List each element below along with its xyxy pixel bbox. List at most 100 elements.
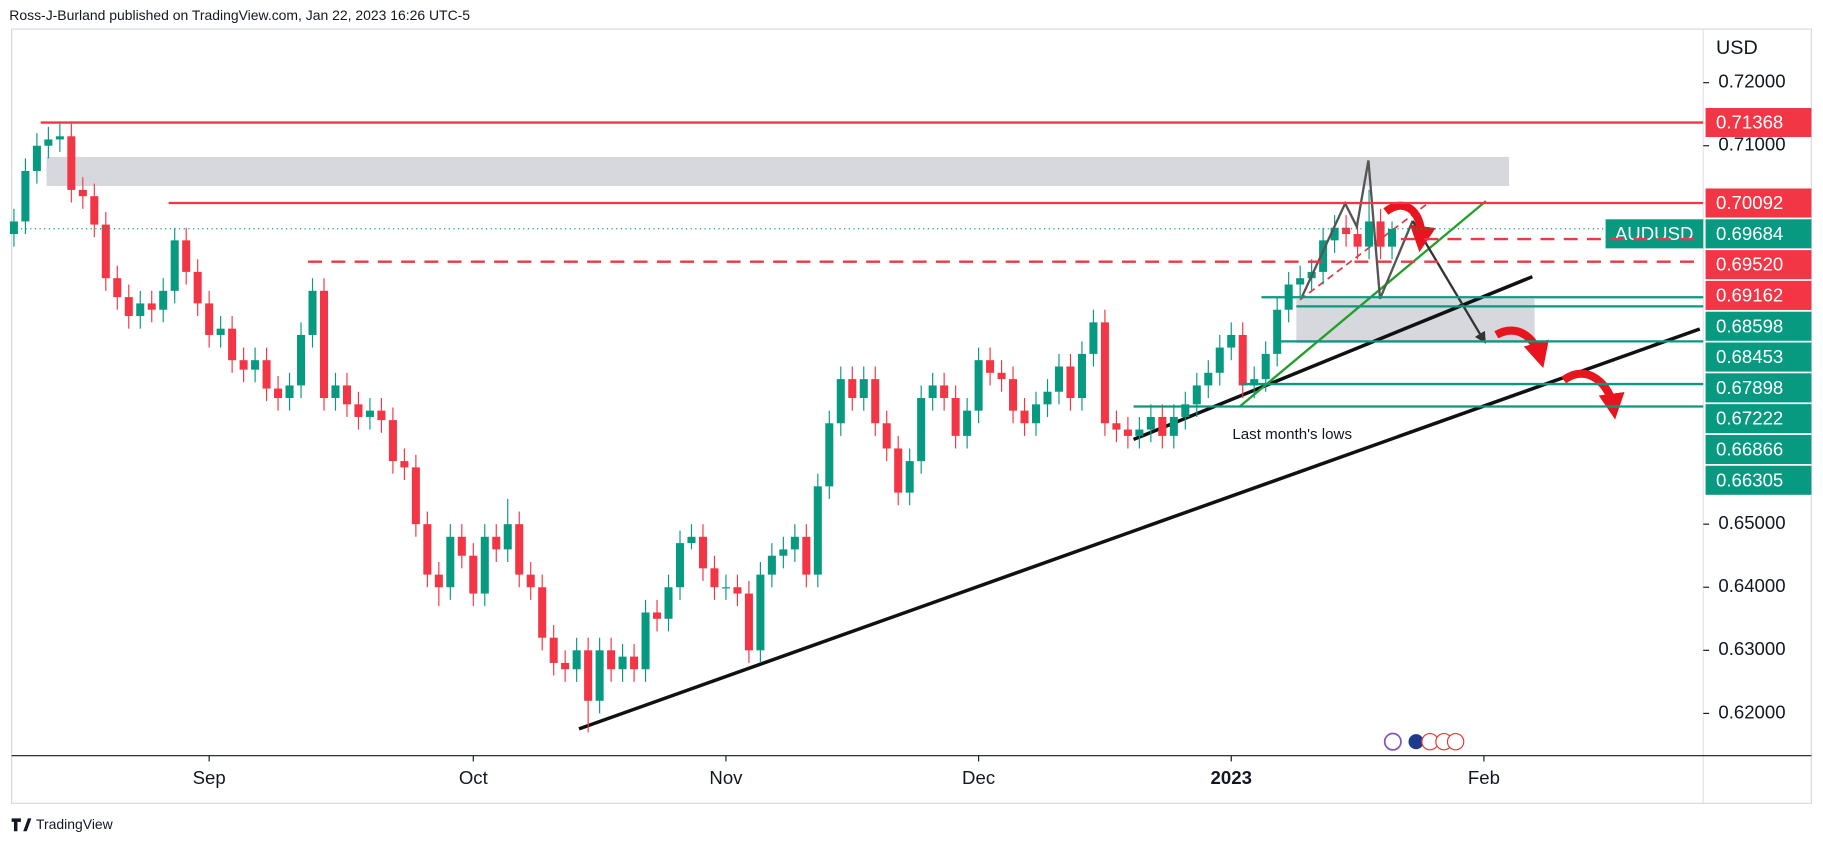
- candle-body: [859, 379, 868, 399]
- candle-body: [894, 448, 903, 493]
- candle-body: [1227, 334, 1236, 348]
- candle-body: [354, 404, 363, 417]
- candle-body: [675, 543, 685, 588]
- price-label: 0.67222: [1716, 408, 1783, 429]
- candle-body: [905, 461, 914, 493]
- red-arrow: [1494, 326, 1549, 369]
- candle-body: [733, 587, 742, 594]
- candle-body: [1261, 353, 1270, 380]
- candle-body: [1192, 385, 1201, 405]
- candle-body: [90, 196, 99, 225]
- y-tick-label: 0.65000: [1718, 512, 1785, 533]
- candle-body: [182, 240, 191, 272]
- price-label-box: [1705, 404, 1812, 434]
- candle-body: [159, 290, 168, 310]
- candle-body: [1388, 229, 1397, 247]
- price-label-box: [1705, 434, 1812, 465]
- candle-body: [193, 271, 202, 304]
- candle-body: [1146, 416, 1155, 430]
- candle-body: [928, 385, 937, 399]
- candle-body: [710, 568, 719, 588]
- candle-body: [618, 656, 627, 670]
- candle-body: [1204, 372, 1213, 386]
- price-label-box: [1705, 188, 1812, 218]
- price-label-box: [1705, 465, 1812, 495]
- candle-body: [630, 656, 639, 670]
- candle-body: [446, 536, 455, 588]
- price-label: 0.69684: [1716, 223, 1783, 244]
- candle-body: [641, 612, 650, 670]
- y-tick-label: 0.64000: [1718, 575, 1785, 596]
- price-label: 0.70092: [1716, 192, 1783, 213]
- candle-body: [1353, 234, 1362, 247]
- candle-body: [216, 328, 225, 335]
- candle-body: [1043, 391, 1052, 405]
- candle-body: [951, 398, 960, 436]
- candle-body: [687, 536, 696, 544]
- candle-body: [698, 536, 707, 569]
- candle-body: [492, 536, 501, 550]
- candle-body: [653, 612, 662, 619]
- candle-body: [480, 536, 489, 594]
- candle-body: [1123, 429, 1132, 436]
- candle-body: [67, 136, 76, 190]
- candle-body: [251, 360, 260, 370]
- currency-label: USD: [1716, 37, 1758, 59]
- candle-body: [503, 524, 512, 550]
- trendline: [1132, 275, 1534, 442]
- supply-zone: [46, 156, 1510, 187]
- candle-body: [664, 587, 673, 619]
- candle-body: [1169, 416, 1178, 436]
- x-tick-label: Nov: [709, 767, 743, 788]
- candle-body: [170, 240, 179, 291]
- candle-body: [147, 303, 156, 310]
- candle-body: [572, 650, 581, 670]
- candle-body: [526, 574, 535, 588]
- candle-body: [411, 467, 420, 525]
- candle-body: [1135, 429, 1144, 436]
- price-label-box: [1705, 373, 1812, 403]
- candle-body: [388, 420, 397, 462]
- x-tick-label: Sep: [193, 767, 226, 788]
- candle-body: [825, 423, 834, 487]
- y-tick-label: 0.71000: [1718, 134, 1785, 155]
- price-label-box: [1705, 311, 1812, 341]
- candle-body: [239, 360, 248, 370]
- candle-body: [9, 221, 18, 235]
- candle-body: [744, 593, 753, 651]
- candle-body: [607, 650, 616, 670]
- price-label: 0.69520: [1716, 254, 1783, 275]
- candle-body: [1365, 221, 1374, 247]
- candle-body: [319, 290, 329, 399]
- x-tick-label: Dec: [962, 767, 995, 788]
- x-tick-label: 2023: [1211, 767, 1252, 788]
- candle-body: [790, 536, 799, 550]
- projection-zigzag: [1301, 160, 1414, 300]
- source-label: TradingView: [36, 816, 114, 832]
- candle-body: [274, 388, 283, 399]
- candle-body: [1181, 404, 1190, 417]
- candle-body: [205, 303, 214, 335]
- candle-body: [1089, 322, 1098, 354]
- candle-body: [1158, 416, 1167, 436]
- candle-body: [756, 574, 765, 651]
- candle-body: [400, 461, 409, 468]
- candle-body: [1250, 379, 1259, 386]
- candle-body: [1273, 309, 1282, 354]
- candle-body: [365, 410, 374, 417]
- symbol-label: AUDUSD: [1615, 223, 1694, 244]
- candle-body: [561, 662, 570, 670]
- trendline: [578, 327, 1701, 731]
- candle-body: [515, 524, 524, 575]
- candle-body: [767, 555, 776, 575]
- candle-body: [538, 587, 547, 638]
- candle-body: [986, 360, 995, 373]
- price-label-box: [1705, 250, 1812, 280]
- candle-body: [1066, 366, 1075, 399]
- candle-body: [228, 328, 237, 361]
- candle-body: [802, 536, 811, 575]
- price-label: 0.71368: [1716, 112, 1783, 133]
